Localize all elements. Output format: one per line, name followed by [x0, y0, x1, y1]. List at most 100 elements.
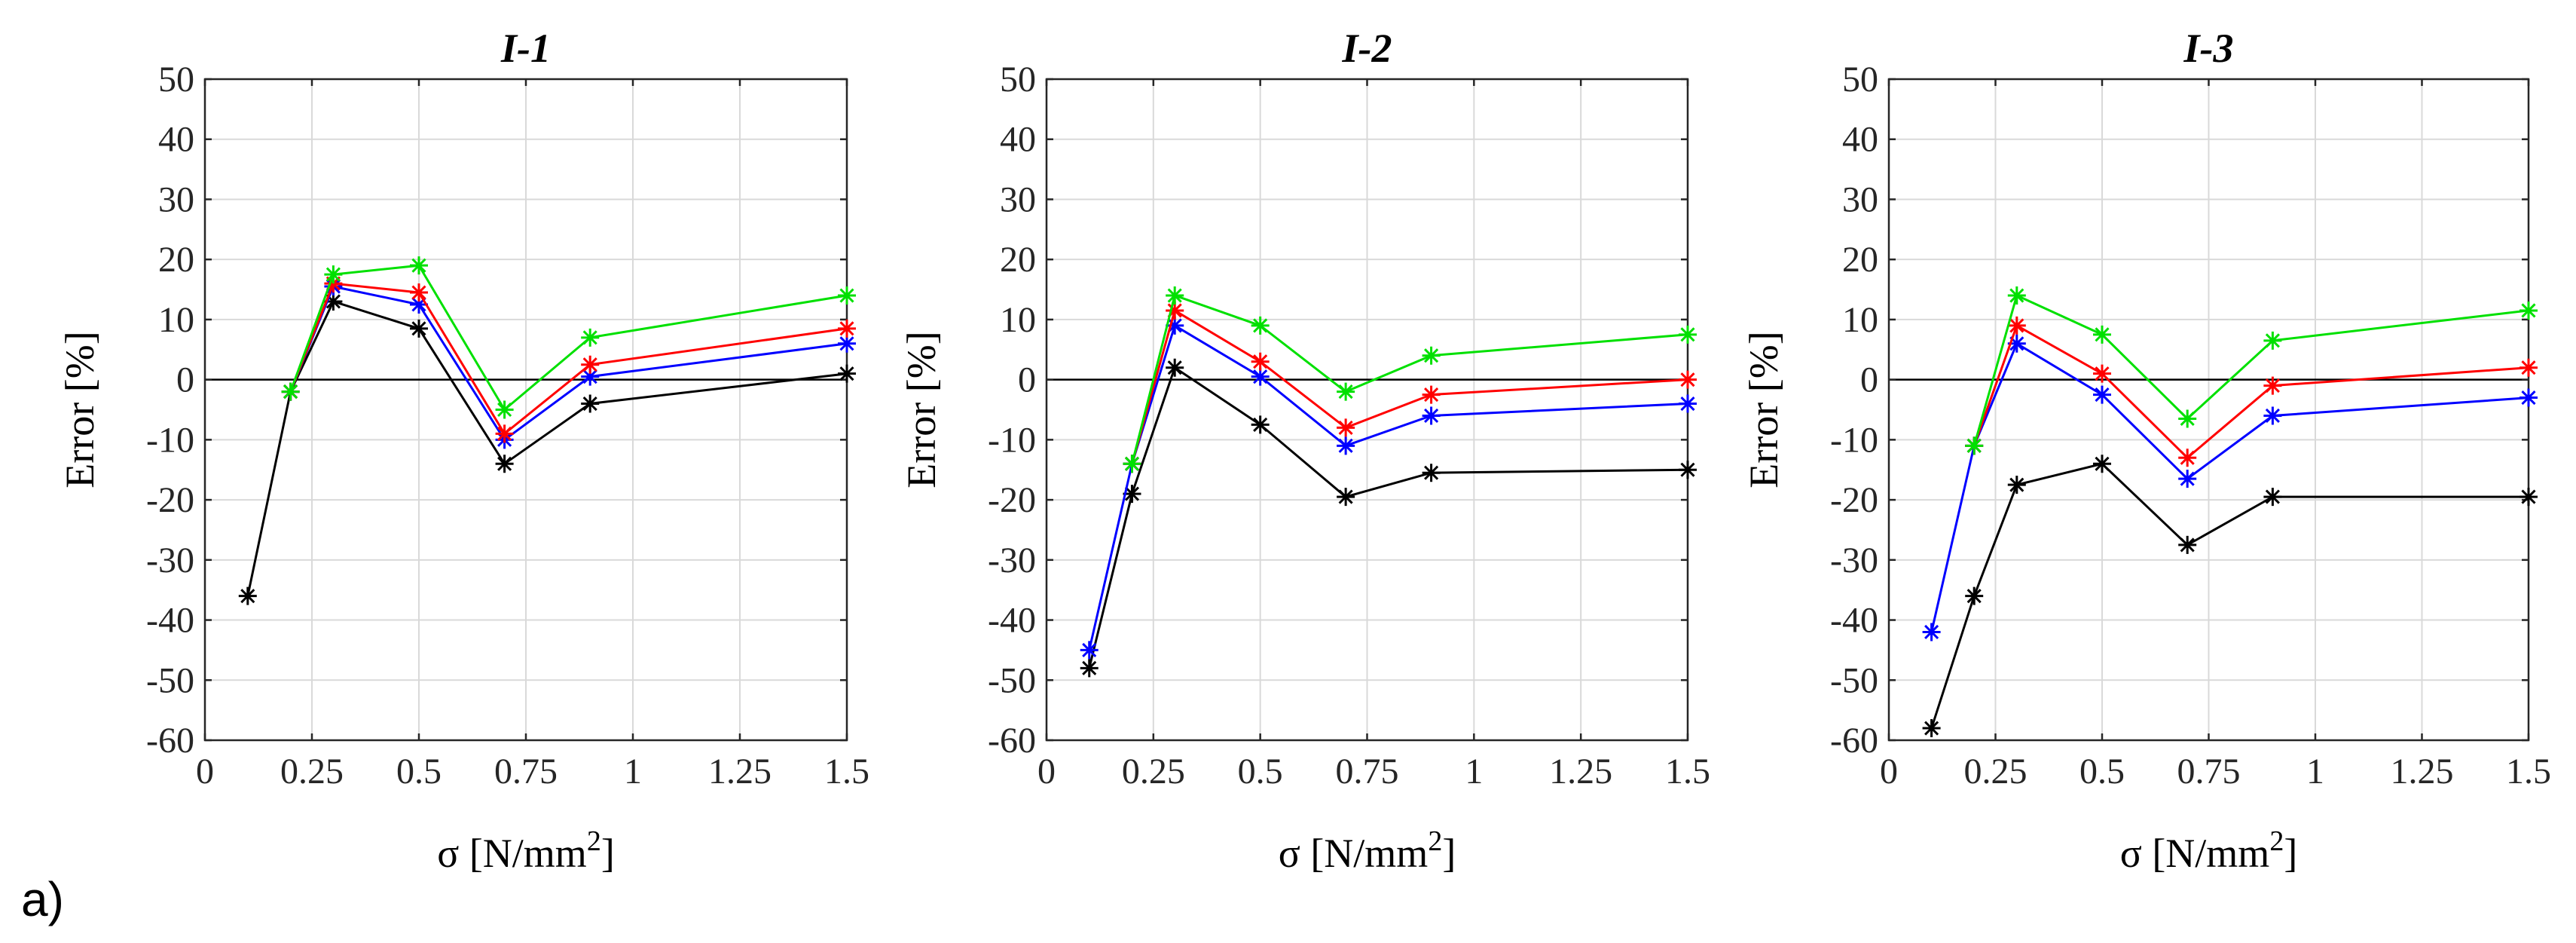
x-tick-label: 0.75	[2177, 752, 2241, 791]
data-point-blue	[1251, 367, 1270, 386]
data-point-green	[1422, 346, 1441, 365]
y-tick-label: 50	[158, 60, 194, 100]
series-red	[1123, 301, 1697, 473]
y-tick-label: -20	[1830, 480, 1878, 520]
x-tick-label: 1.25	[708, 752, 772, 791]
y-tick-label: -30	[988, 540, 1036, 580]
x-axis-label: σ [N/mm2]	[1279, 825, 1456, 876]
y-axis-label: Error [%]	[899, 331, 944, 488]
data-point-black	[324, 292, 343, 311]
data-point-blue	[2519, 388, 2538, 407]
data-point-blue	[2178, 470, 2197, 488]
x-tick-label: 0.75	[494, 752, 558, 791]
series-black	[1922, 455, 2538, 738]
x-tick-label: 1	[2306, 752, 2324, 791]
y-tick-label: -60	[1830, 721, 1878, 761]
y-tick-label: 20	[158, 240, 194, 280]
series-line-red	[289, 282, 848, 436]
y-tick-label: -30	[1830, 540, 1878, 580]
data-point-blue	[838, 334, 856, 353]
data-point-black	[1166, 358, 1184, 377]
data-point-black	[1422, 464, 1441, 482]
data-point-blue	[1080, 641, 1099, 660]
y-tick-label: 30	[1842, 179, 1878, 219]
series-green	[1965, 286, 2538, 455]
data-point-black	[1123, 485, 1141, 504]
y-tick-label: -10	[1830, 420, 1878, 460]
y-tick-label: 10	[158, 300, 194, 340]
data-point-red	[1422, 385, 1441, 404]
data-point-green	[581, 328, 600, 347]
data-point-red	[838, 319, 856, 338]
series-line-red	[1131, 308, 1688, 464]
x-tick-label: 1.25	[2391, 752, 2454, 791]
x-tick-label: 1.5	[2506, 752, 2551, 791]
y-tick-label: 30	[158, 179, 194, 219]
data-point-green	[1337, 382, 1355, 401]
data-point-green	[2007, 286, 2026, 305]
data-point-red	[2519, 358, 2538, 377]
chart-title: I-1	[500, 26, 551, 71]
data-point-blue	[1166, 316, 1184, 335]
y-tick-label: 40	[1000, 120, 1036, 160]
series-red	[1965, 316, 2538, 467]
data-point-blue	[410, 295, 428, 314]
y-tick-label: 10	[1842, 300, 1878, 340]
y-tick-label: 10	[1000, 300, 1036, 340]
data-point-red	[2263, 376, 2282, 395]
data-point-green	[281, 382, 300, 401]
x-tick-label: 0.25	[1964, 752, 2027, 791]
y-tick-label: 20	[1842, 240, 1878, 280]
chart-panel-1: 0 0.25 0.5 0.75 1 1.25 1.5 -60 -50 -40 -30 -20 -10 0 1…	[57, 26, 869, 876]
x-tick-label: 1	[624, 752, 642, 791]
data-point-black	[2007, 476, 2026, 494]
y-tick-label: 50	[1842, 60, 1878, 100]
chart-panel-3: 0 0.25 0.5 0.75 1 1.25 1.5 -60 -50 -40 -30 -20 -10 0 1…	[1741, 26, 2551, 876]
y-axis-label: Error [%]	[1741, 331, 1786, 488]
data-point-black	[2178, 535, 2197, 554]
x-tick-label: 1.5	[1665, 752, 1710, 791]
data-point-black	[2263, 488, 2282, 507]
series-green	[281, 256, 856, 419]
y-tick-label: -20	[988, 480, 1036, 520]
data-point-blue	[1422, 406, 1441, 425]
y-tick-label: -60	[988, 721, 1036, 761]
y-tick-label: 0	[1018, 360, 1036, 400]
data-point-black	[1922, 719, 1941, 738]
y-tick-label: -50	[146, 660, 194, 700]
data-point-black	[495, 455, 514, 473]
x-tick-label: 1.5	[824, 752, 869, 791]
data-point-black	[238, 586, 257, 605]
data-point-green	[1965, 436, 1984, 455]
data-point-red	[581, 355, 600, 374]
data-point-blue	[581, 367, 600, 386]
series-line-green	[289, 264, 848, 412]
x-tick-label: 1	[1465, 752, 1483, 791]
data-point-black	[2093, 455, 2111, 473]
y-tick-label: -10	[988, 420, 1036, 460]
data-point-black	[1679, 461, 1697, 479]
x-tick-label: 0.25	[1122, 752, 1185, 791]
data-point-black	[1080, 659, 1099, 678]
y-axis-label: Error [%]	[57, 331, 102, 488]
series-line-black	[1930, 462, 2529, 729]
x-axis-label: σ [N/mm2]	[2120, 825, 2298, 876]
chart-panel-2: 0 0.25 0.5 0.75 1 1.25 1.5 -60 -50 -40 -30 -20 -10 0 1…	[899, 26, 1710, 876]
data-point-blue	[2093, 385, 2111, 404]
y-tick-label: 20	[1000, 240, 1036, 280]
data-point-black	[581, 394, 600, 413]
series-line-red	[1972, 323, 2529, 460]
data-point-red	[1679, 370, 1697, 389]
data-point-green	[495, 400, 514, 419]
data-point-green	[2263, 331, 2282, 350]
data-point-green	[410, 256, 428, 275]
data-point-red	[2178, 449, 2197, 467]
data-point-red	[2093, 364, 2111, 383]
series-green	[1123, 286, 1697, 473]
y-tick-label: -60	[146, 721, 194, 761]
data-point-red	[410, 283, 428, 302]
data-point-red	[1337, 418, 1355, 437]
x-tick-label: 0.25	[280, 752, 344, 791]
data-point-blue	[2263, 406, 2282, 425]
series-line-black	[1088, 366, 1688, 669]
